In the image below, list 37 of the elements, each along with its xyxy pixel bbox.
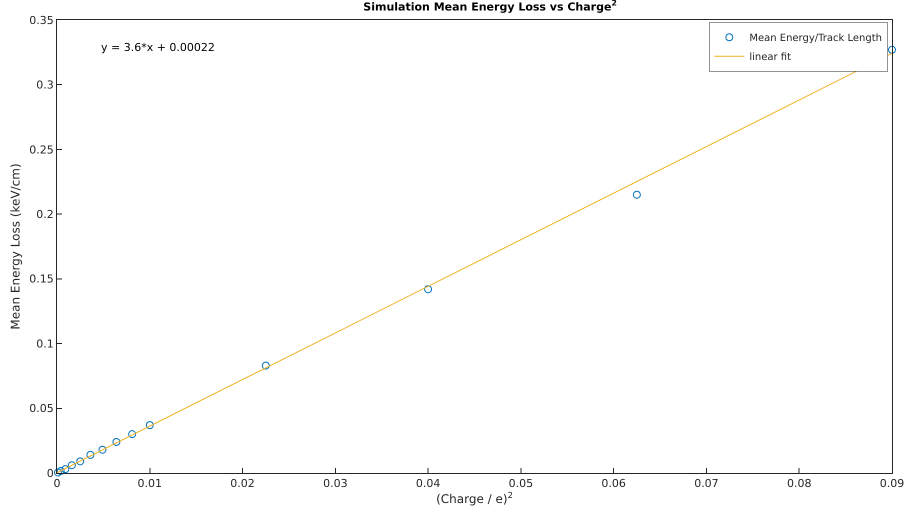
point: [112, 438, 120, 446]
point: [56, 467, 65, 476]
point: [54, 468, 62, 476]
y-tick-label: 0.15: [29, 272, 54, 286]
x-tick-label: 0.06: [601, 477, 626, 490]
y-tick-label: 0.35: [29, 14, 54, 27]
x-tick-label: 0.01: [138, 477, 162, 490]
point: [86, 450, 94, 459]
x-tick-label: 0.08: [786, 477, 812, 490]
point: [262, 362, 270, 370]
x-tick-label: 0.05: [508, 477, 534, 490]
point: [68, 461, 76, 470]
y-tick-label: 0: [46, 466, 54, 480]
annotation: y = 3.6*x + 0.00022: [101, 41, 215, 54]
point: [98, 446, 106, 454]
x-axis-title: (Charge / e)$^{2}$: [436, 490, 513, 506]
point: [146, 421, 154, 430]
point: [424, 285, 432, 294]
x-tick-label: 0.07: [694, 477, 719, 490]
y-tick-label: 0.05: [29, 402, 54, 416]
x-tick-label: 0.04: [416, 477, 440, 490]
point: [888, 46, 896, 54]
point: [632, 190, 641, 199]
y-tick-label: 0.3: [36, 78, 54, 92]
chart-title: Simulation Mean Energy Loss vs Charge$^{2}$: [363, 0, 617, 14]
legend-label: linear fit: [749, 52, 792, 64]
y-tick-label: 0.2: [36, 208, 54, 221]
y-tick-label: 0.25: [29, 143, 54, 156]
point: [61, 465, 70, 474]
x-tick-label: 0.02: [230, 477, 255, 490]
y-axis-title: Mean Energy Loss (keV/cm): [8, 163, 23, 330]
y-tick-label: 0.1: [36, 337, 54, 350]
legend-label: Mean Energy/Track Length: [749, 33, 882, 44]
point: [76, 457, 84, 466]
x-tick-label: 0.09: [880, 477, 904, 490]
point: [128, 430, 136, 438]
x-tick-label: 0.03: [323, 477, 348, 490]
